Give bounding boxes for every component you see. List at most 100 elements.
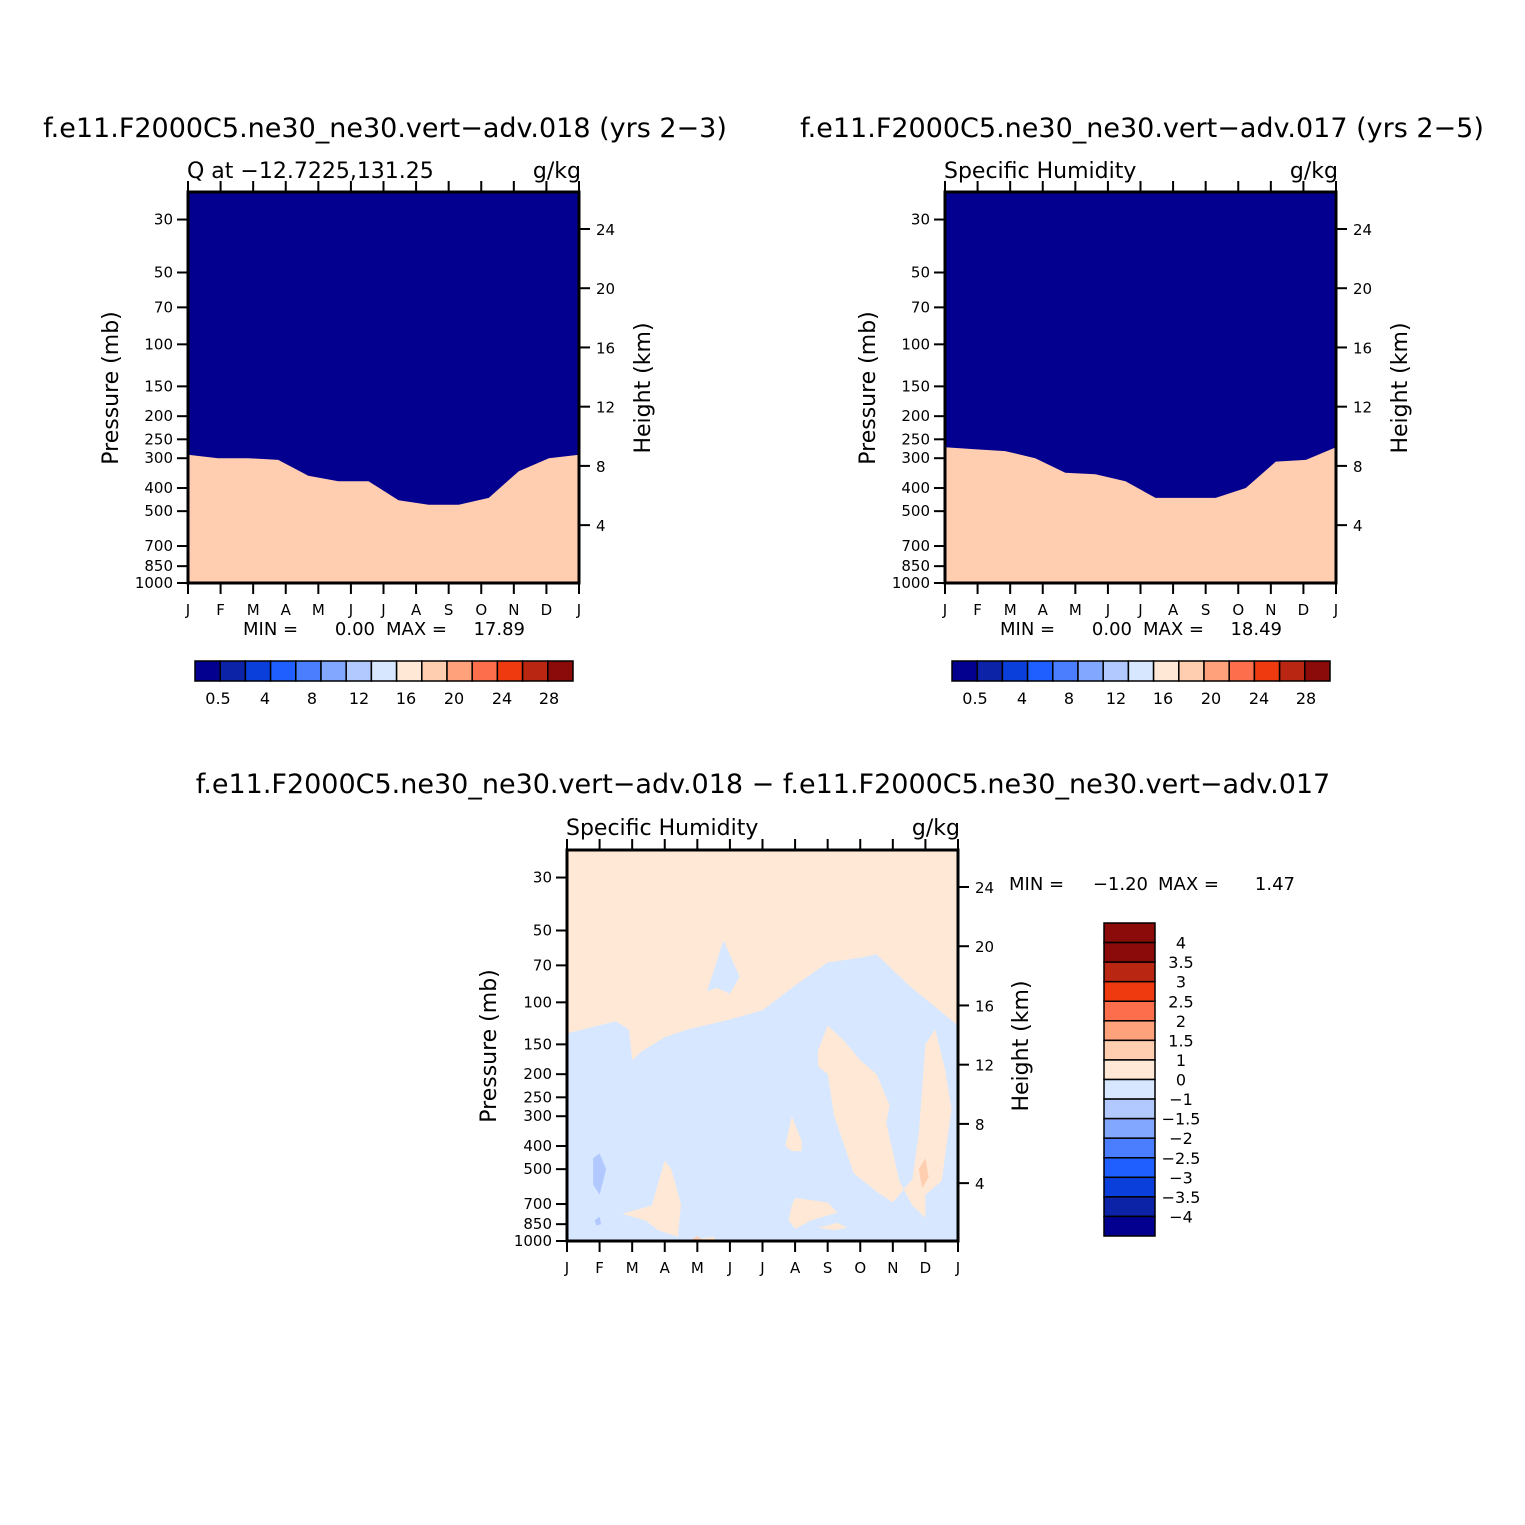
y-axis-label: Pressure (mb) <box>99 311 124 465</box>
colorbar-swatch <box>1103 1157 1156 1179</box>
x-tick-label: M <box>247 601 260 619</box>
y-right-axis-label: Height (km) <box>1388 322 1413 453</box>
colorbar-label: 16 <box>396 689 416 708</box>
contour-fills <box>188 192 579 583</box>
x-tick-label: A <box>660 1259 671 1277</box>
colorbar-label: −4 <box>1169 1207 1193 1226</box>
colorbar-label: 24 <box>492 689 512 708</box>
panel-title: f.e11.F2000C5.ne30_ne30.vert−adv.018 (yr… <box>43 113 727 144</box>
y-tick-label: 500 <box>901 502 930 520</box>
colorbar-label: 24 <box>1249 689 1269 708</box>
colorbar-swatch <box>1203 660 1230 682</box>
y-right-axis-label: Height (km) <box>631 322 656 453</box>
colorbar-swatch <box>951 660 978 682</box>
colorbar-swatch <box>1253 660 1281 682</box>
height-tick-label: 16 <box>596 339 615 357</box>
panel-title: f.e11.F2000C5.ne30_ne30.vert−adv.017 (yr… <box>800 113 1484 144</box>
panel-units: g/kg <box>533 159 581 184</box>
max-label: MAX = <box>1143 619 1204 640</box>
colorbar-swatch <box>471 660 499 682</box>
colorbar-label: 4 <box>1176 934 1186 953</box>
x-tick-label: A <box>281 601 292 619</box>
colorbar-label: 20 <box>444 689 464 708</box>
min-value: 0.00 <box>335 619 375 640</box>
y-tick-label: 250 <box>144 430 173 448</box>
positive-region <box>785 1116 802 1152</box>
max-value: 1.47 <box>1255 874 1295 895</box>
colorbar-swatch <box>547 660 574 682</box>
colorbar-swatch <box>1001 660 1029 682</box>
y-tick-label: 1000 <box>892 574 930 592</box>
colorbar-label: 4 <box>1017 689 1027 708</box>
height-tick-label: 16 <box>975 997 994 1015</box>
height-tick-label: 20 <box>1353 280 1372 298</box>
colorbar-swatch <box>1103 1098 1156 1120</box>
colorbar-swatch <box>976 660 1004 682</box>
y-tick-label: 30 <box>911 211 930 229</box>
colorbar: 43.532.521.510−1−1.5−2−2.5−3−3.5−4 <box>1103 922 1201 1237</box>
height-tick-label: 20 <box>596 280 615 298</box>
x-tick-label: J <box>759 1259 764 1277</box>
y-tick-label: 70 <box>911 298 930 316</box>
colorbar-swatch <box>1103 1176 1156 1198</box>
y-axis-label: Pressure (mb) <box>856 311 881 465</box>
colorbar-swatch <box>1102 660 1130 682</box>
colorbar-label: 12 <box>1106 689 1126 708</box>
height-tick-label: 4 <box>975 1175 985 1193</box>
y-tick-label: 1000 <box>135 574 173 592</box>
max-label: MAX = <box>1158 874 1219 895</box>
colorbar-swatch <box>219 660 247 682</box>
x-tick-label: N <box>1265 601 1276 619</box>
x-tick-label: J <box>185 601 190 619</box>
x-tick-label: S <box>823 1259 833 1277</box>
colorbar-label: 16 <box>1153 689 1173 708</box>
x-tick-label: J <box>1333 601 1338 619</box>
colorbar-swatch <box>1103 980 1156 1002</box>
y-tick-label: 300 <box>144 449 173 467</box>
y-axis-label: Pressure (mb) <box>477 969 502 1123</box>
colorbar-label: 0.5 <box>962 689 987 708</box>
y-tick-label: 850 <box>144 557 173 575</box>
x-tick-label: N <box>887 1259 898 1277</box>
colorbar-label: −2.5 <box>1162 1149 1201 1168</box>
panel-model-018: f.e11.F2000C5.ne30_ne30.vert−adv.018 (yr… <box>43 113 727 708</box>
positive-region <box>788 1197 838 1229</box>
colorbar-swatch <box>370 660 398 682</box>
y-right-axis-label: Height (km) <box>1009 980 1034 1111</box>
x-tick-label: J <box>942 601 947 619</box>
x-tick-label: A <box>1038 601 1049 619</box>
x-tick-label: J <box>955 1259 960 1277</box>
x-tick-label: A <box>411 601 422 619</box>
y-tick-label: 200 <box>901 407 930 425</box>
colorbar: 0.5 4 8 12 16 20 24 28 <box>951 660 1331 708</box>
x-tick-label: D <box>541 601 553 619</box>
y-tick-label: 30 <box>533 869 552 887</box>
negative-region-strong <box>593 1153 607 1195</box>
colorbar-label: 3.5 <box>1168 953 1193 972</box>
x-tick-label: J <box>564 1259 569 1277</box>
colorbar-swatch <box>1103 1020 1156 1042</box>
colorbar-swatch <box>1103 941 1156 963</box>
colorbar-swatch <box>496 660 524 682</box>
x-tick-label: O <box>854 1259 866 1277</box>
colorbar-swatch <box>1103 1078 1156 1100</box>
contour-fills <box>567 850 958 1241</box>
positive-region <box>817 1025 952 1218</box>
x-tick-label: M <box>1069 601 1082 619</box>
height-tick-label: 20 <box>975 938 994 956</box>
colorbar-swatch <box>395 660 423 682</box>
height-tick-label: 8 <box>975 1116 985 1134</box>
height-tick-label: 12 <box>975 1057 994 1075</box>
height-tick-label: 12 <box>596 399 615 417</box>
colorbar-label: 4 <box>260 689 270 708</box>
colorbar-swatch <box>320 660 347 682</box>
x-tick-label: J <box>727 1259 732 1277</box>
colorbar-label: 8 <box>307 689 317 708</box>
height-tick-label: 8 <box>1353 458 1363 476</box>
panel-subtitle: Specific Humidity <box>944 159 1136 184</box>
colorbar-label: −3 <box>1169 1168 1193 1187</box>
colorbar-label: 2.5 <box>1168 992 1193 1011</box>
colorbar-label: −1.5 <box>1162 1110 1201 1129</box>
